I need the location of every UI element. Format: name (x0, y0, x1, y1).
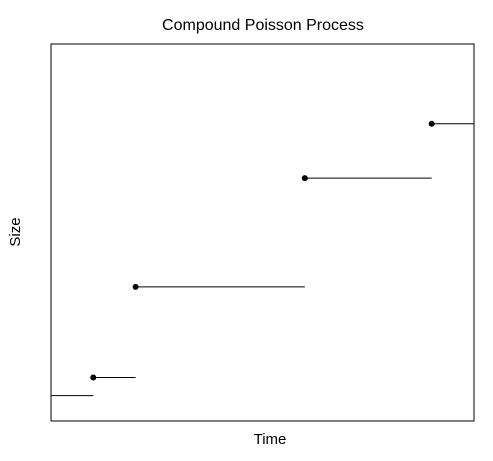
plot-points (90, 120, 435, 381)
jump-point-3 (301, 175, 308, 182)
chart-title: Compound Poisson Process (162, 17, 364, 34)
jump-point-2 (132, 283, 139, 290)
plot-segments (51, 123, 474, 397)
plot-border (50, 43, 475, 422)
jump-point-4 (428, 120, 435, 127)
y-axis-label: Size (7, 217, 24, 246)
plot-frame (50, 43, 475, 422)
jump-point-1 (90, 374, 97, 381)
x-axis-label: Time (254, 431, 287, 448)
